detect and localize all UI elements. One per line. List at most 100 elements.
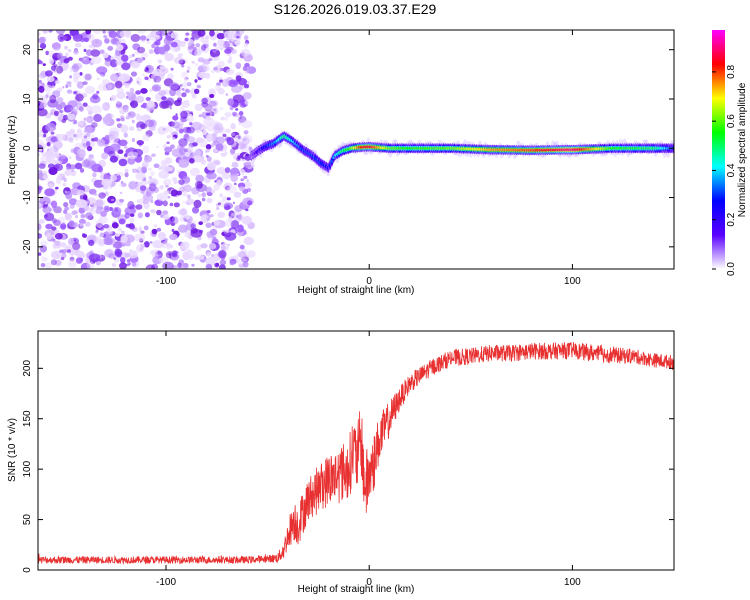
- noise-blob: [73, 34, 81, 40]
- noise-blob: [185, 32, 190, 36]
- noise-blob: [211, 69, 215, 74]
- noise-blob: [128, 54, 133, 59]
- noise-blob: [45, 202, 48, 205]
- noise-blob: [64, 206, 70, 211]
- noise-blob: [119, 181, 127, 188]
- noise-blob: [38, 32, 41, 36]
- noise-blob: [187, 66, 191, 70]
- noise-blob: [77, 189, 85, 196]
- noise-blob: [201, 64, 205, 67]
- noise-blob: [201, 192, 206, 198]
- noise-blob: [45, 91, 52, 98]
- noise-blob: [53, 69, 56, 73]
- noise-blob: [146, 38, 150, 42]
- noise-blob: [92, 172, 97, 178]
- noise-blob: [165, 97, 175, 106]
- noise-blob: [237, 78, 247, 86]
- noise-blob: [230, 174, 238, 182]
- noise-blob: [127, 111, 136, 118]
- noise-blob: [96, 90, 100, 94]
- noise-blob: [124, 212, 130, 219]
- noise-blob: [239, 85, 244, 90]
- noise-blob: [169, 107, 173, 110]
- noise-blob: [243, 35, 249, 41]
- noise-blob: [119, 30, 127, 38]
- noise-blob: [169, 202, 174, 207]
- noise-blob: [221, 196, 228, 202]
- spectrogram-y-label: Frequency (Hz): [7, 116, 18, 185]
- noise-blob: [180, 241, 190, 250]
- noise-blob: [81, 56, 92, 65]
- snr-x-label: Height of straight line (km): [298, 584, 415, 595]
- noise-blob: [61, 222, 66, 226]
- noise-blob: [171, 228, 175, 233]
- noise-blob: [86, 261, 95, 269]
- noise-blob: [155, 30, 163, 36]
- noise-blob: [179, 215, 185, 222]
- noise-blob: [54, 79, 60, 84]
- noise-blob: [198, 221, 203, 226]
- noise-blob: [125, 116, 130, 120]
- noise-blob: [90, 105, 102, 114]
- noise-blob: [245, 153, 249, 157]
- noise-blob: [79, 106, 84, 112]
- noise-blob: [182, 81, 188, 88]
- noise-blob: [129, 87, 135, 93]
- noise-blob: [67, 49, 72, 53]
- noise-blob: [57, 33, 66, 42]
- noise-blob: [58, 211, 62, 214]
- colorbar-tick-label: 0.0: [726, 262, 737, 276]
- noise-blob: [85, 85, 96, 94]
- noise-blob: [110, 73, 119, 82]
- noise-blob: [179, 84, 183, 87]
- noise-blob: [209, 30, 215, 37]
- noise-blob: [222, 133, 227, 138]
- noise-blob: [75, 250, 85, 258]
- noise-blob: [209, 100, 219, 107]
- noise-blob: [180, 71, 188, 78]
- noise-blob: [71, 210, 77, 216]
- noise-blob: [63, 106, 72, 113]
- noise-blob: [158, 46, 166, 55]
- noise-blob: [83, 135, 88, 139]
- noise-blob: [178, 146, 186, 156]
- noise-blob: [52, 42, 62, 51]
- noise-blob: [163, 214, 170, 220]
- noise-blob: [111, 114, 115, 118]
- noise-blob: [92, 93, 99, 100]
- noise-blob: [80, 37, 86, 43]
- noise-blob: [231, 161, 239, 168]
- noise-blob: [173, 56, 184, 64]
- noise-blob: [219, 193, 223, 198]
- noise-blob: [48, 58, 55, 65]
- noise-blob: [224, 183, 227, 187]
- noise-blob: [51, 85, 55, 89]
- noise-blob: [57, 87, 63, 93]
- noise-blob: [234, 205, 243, 212]
- noise-blob: [229, 106, 234, 111]
- noise-blob: [205, 148, 210, 153]
- noise-blob: [206, 172, 217, 180]
- noise-blob: [145, 264, 156, 269]
- noise-blob: [64, 190, 68, 194]
- noise-blob: [97, 139, 106, 147]
- noise-blob: [67, 100, 78, 108]
- noise-blob: [246, 188, 252, 192]
- noise-blob: [186, 136, 196, 143]
- noise-blob: [102, 74, 105, 78]
- noise-blob: [203, 125, 207, 130]
- noise-blob: [195, 43, 201, 48]
- noise-blob: [161, 100, 173, 109]
- noise-blob: [245, 167, 248, 171]
- noise-blob: [156, 227, 162, 232]
- noise-blob: [51, 226, 57, 231]
- noise-blob: [103, 224, 110, 229]
- noise-blob: [63, 209, 68, 214]
- noise-blob: [235, 62, 242, 69]
- noise-blob: [53, 64, 58, 68]
- noise-blob: [38, 82, 42, 86]
- colorbar-label: Normalized spectral amplitude: [737, 82, 748, 217]
- noise-blob: [153, 79, 157, 83]
- noise-blob: [86, 105, 92, 112]
- noise-blob: [157, 126, 169, 135]
